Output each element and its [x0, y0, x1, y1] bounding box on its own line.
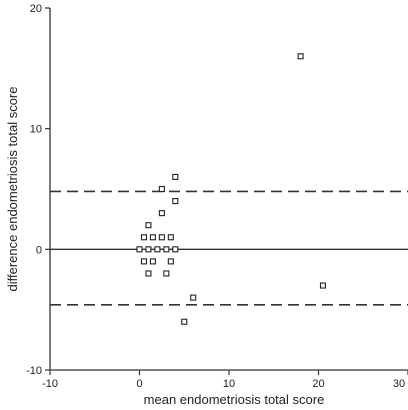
data-point: [140, 234, 148, 241]
x-tick-label: -10: [42, 378, 58, 390]
x-tick-label: 10: [223, 378, 235, 390]
y-tick-label: 20: [30, 3, 42, 15]
data-point: [167, 258, 174, 265]
axes: [49, 8, 408, 371]
data-point: [163, 246, 170, 253]
data-point: [145, 270, 152, 277]
data-point: [140, 258, 148, 265]
data-point: [149, 258, 156, 265]
data-point: [154, 246, 161, 253]
x-tick-label: 0: [136, 378, 142, 390]
data-point: [172, 173, 179, 180]
y-tick-label: 10: [30, 124, 42, 136]
y-tick-label: -10: [26, 365, 42, 377]
y-tick-label: 0: [36, 244, 42, 256]
data-point: [149, 234, 156, 241]
data-point: [158, 234, 165, 241]
data-point: [172, 198, 179, 205]
data-point: [136, 246, 143, 253]
data-point: [158, 210, 165, 217]
data-point: [163, 270, 170, 277]
x-tick-label: 20: [312, 378, 324, 390]
y-axis-title: difference endometriosis total score: [5, 87, 20, 292]
data-point: [167, 234, 174, 241]
reference-lines: [50, 190, 408, 306]
data-points: [136, 53, 327, 325]
data-point: [145, 246, 152, 253]
data-point: [172, 246, 179, 253]
data-point: [158, 185, 165, 193]
tick-labels: -10 0 10 20 30 -10 0 10 20: [26, 3, 408, 390]
data-point: [319, 282, 327, 289]
data-point: [145, 222, 152, 229]
x-tick-label: 30: [393, 378, 405, 390]
x-axis-title: mean endometriosis total score: [144, 392, 325, 407]
data-point: [190, 294, 197, 301]
data-point: [181, 318, 188, 325]
data-point: [297, 53, 304, 60]
